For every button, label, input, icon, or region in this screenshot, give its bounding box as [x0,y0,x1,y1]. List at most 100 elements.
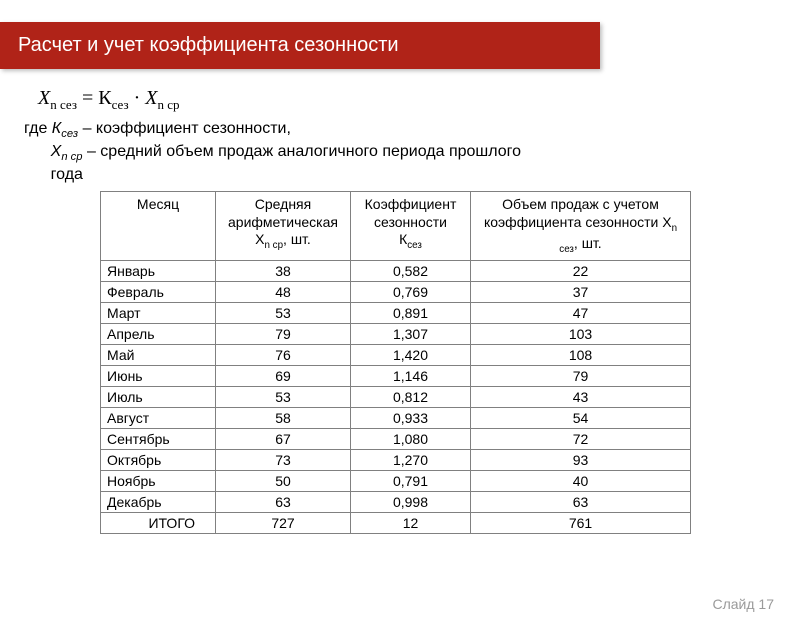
table-total-row: ИТОГО72712761 [101,512,691,533]
formula-dot: · [134,87,146,109]
cell-total-avg: 727 [216,512,351,533]
th-month-text: Месяц [137,196,179,212]
cell-month: Июль [101,386,216,407]
table-row: Май761,420108 [101,344,691,365]
cell-avg: 63 [216,491,351,512]
legend-x-sym: X [51,143,62,160]
cell-coef: 0,812 [351,386,471,407]
cell-avg: 48 [216,281,351,302]
th-vol: Объем продаж с учетом коэффициента сезон… [471,192,691,261]
cell-vol: 63 [471,491,691,512]
cell-avg: 50 [216,470,351,491]
formula-x-sub: n ср [157,97,179,112]
th-vol-l1: Объем продаж с учетом [502,196,659,212]
cell-avg: 67 [216,428,351,449]
cell-avg: 79 [216,323,351,344]
th-avg-l3-sub: n ср [265,240,284,251]
cell-coef: 0,998 [351,491,471,512]
th-avg-l1: Средняя [255,196,311,212]
formula-lhs-base: X [38,87,50,109]
formula-eq: = [82,87,98,109]
formula-x-base: X [145,87,157,109]
cell-vol: 47 [471,302,691,323]
cell-vol: 72 [471,428,691,449]
legend-line-1: где Ксез – коэффициент сезонности, [24,119,800,142]
cell-month: Июнь [101,365,216,386]
th-avg: Средняя арифметическая Xn ср, шт. [216,192,351,261]
table-row: Апрель791,307103 [101,323,691,344]
cell-avg: 69 [216,365,351,386]
data-table: Месяц Средняя арифметическая Xn ср, шт. … [100,191,691,534]
cell-vol: 54 [471,407,691,428]
th-vol-l2-pre: коэффициента сезонности X [484,214,672,230]
formula-k-sub: сез [112,97,129,112]
cell-coef: 1,307 [351,323,471,344]
th-avg-l2: арифметическая [228,214,338,230]
legend-line-3: года [24,165,800,186]
cell-month: Август [101,407,216,428]
slide-title-bar: Расчет и учет коэффициента сезонности [0,22,600,69]
legend-x-sub: n ср [61,151,82,163]
cell-vol: 93 [471,449,691,470]
cell-total-vol: 761 [471,512,691,533]
cell-coef: 1,146 [351,365,471,386]
table-header-row: Месяц Средняя арифметическая Xn ср, шт. … [101,192,691,261]
cell-coef: 0,791 [351,470,471,491]
cell-coef: 1,270 [351,449,471,470]
cell-coef: 1,080 [351,428,471,449]
cell-vol: 79 [471,365,691,386]
legend: где Ксез – коэффициент сезонности, Xn ср… [24,119,800,185]
table-row: Август580,93354 [101,407,691,428]
th-vol-l2-sub: n [672,223,677,234]
table-row: Январь380,58222 [101,260,691,281]
table-row: Июль530,81243 [101,386,691,407]
cell-avg: 73 [216,449,351,470]
table-row: Декабрь630,99863 [101,491,691,512]
cell-total-label: ИТОГО [101,512,216,533]
legend-x-desc-2: года [51,166,83,183]
formula: Xn сез = Ксез · Xn ср [38,87,800,113]
table-row: Март530,89147 [101,302,691,323]
cell-avg: 53 [216,386,351,407]
cell-vol: 40 [471,470,691,491]
legend-line-2: Xn ср – средний объем продаж аналогичног… [24,142,800,165]
cell-month: Январь [101,260,216,281]
legend-k-sym: К [52,120,61,137]
legend-k-desc: – коэффициент сезонности, [78,120,291,137]
cell-coef: 0,769 [351,281,471,302]
cell-avg: 38 [216,260,351,281]
legend-x-desc-1: – средний объем продаж аналогичного пери… [83,143,522,160]
table-row: Февраль480,76937 [101,281,691,302]
th-vol-l3-sub: сез [559,244,574,255]
cell-month: Декабрь [101,491,216,512]
table-row: Сентябрь671,08072 [101,428,691,449]
cell-vol: 22 [471,260,691,281]
cell-month: Ноябрь [101,470,216,491]
table-row: Июнь691,14679 [101,365,691,386]
cell-vol: 108 [471,344,691,365]
cell-avg: 58 [216,407,351,428]
th-vol-l3-post: , шт. [574,235,602,251]
legend-x-pad [24,143,51,160]
th-coef-l2: сезонности [374,214,447,230]
slide-number: Слайд 17 [712,596,774,612]
cell-avg: 53 [216,302,351,323]
cell-vol: 43 [471,386,691,407]
formula-lhs-sub: n сез [50,97,77,112]
cell-vol: 37 [471,281,691,302]
cell-month: Октябрь [101,449,216,470]
cell-month: Май [101,344,216,365]
slide-title: Расчет и учет коэффициента сезонности [18,34,399,56]
th-month: Месяц [101,192,216,261]
cell-avg: 76 [216,344,351,365]
th-coef-l3-sub: сез [407,240,422,251]
cell-month: Апрель [101,323,216,344]
cell-coef: 0,582 [351,260,471,281]
cell-month: Февраль [101,281,216,302]
cell-coef: 0,891 [351,302,471,323]
cell-month: Март [101,302,216,323]
th-avg-l3-pre: X [255,231,264,247]
table-body: Январь380,58222Февраль480,76937Март530,8… [101,260,691,533]
th-avg-l3-post: , шт. [283,231,311,247]
table-row: Октябрь731,27093 [101,449,691,470]
